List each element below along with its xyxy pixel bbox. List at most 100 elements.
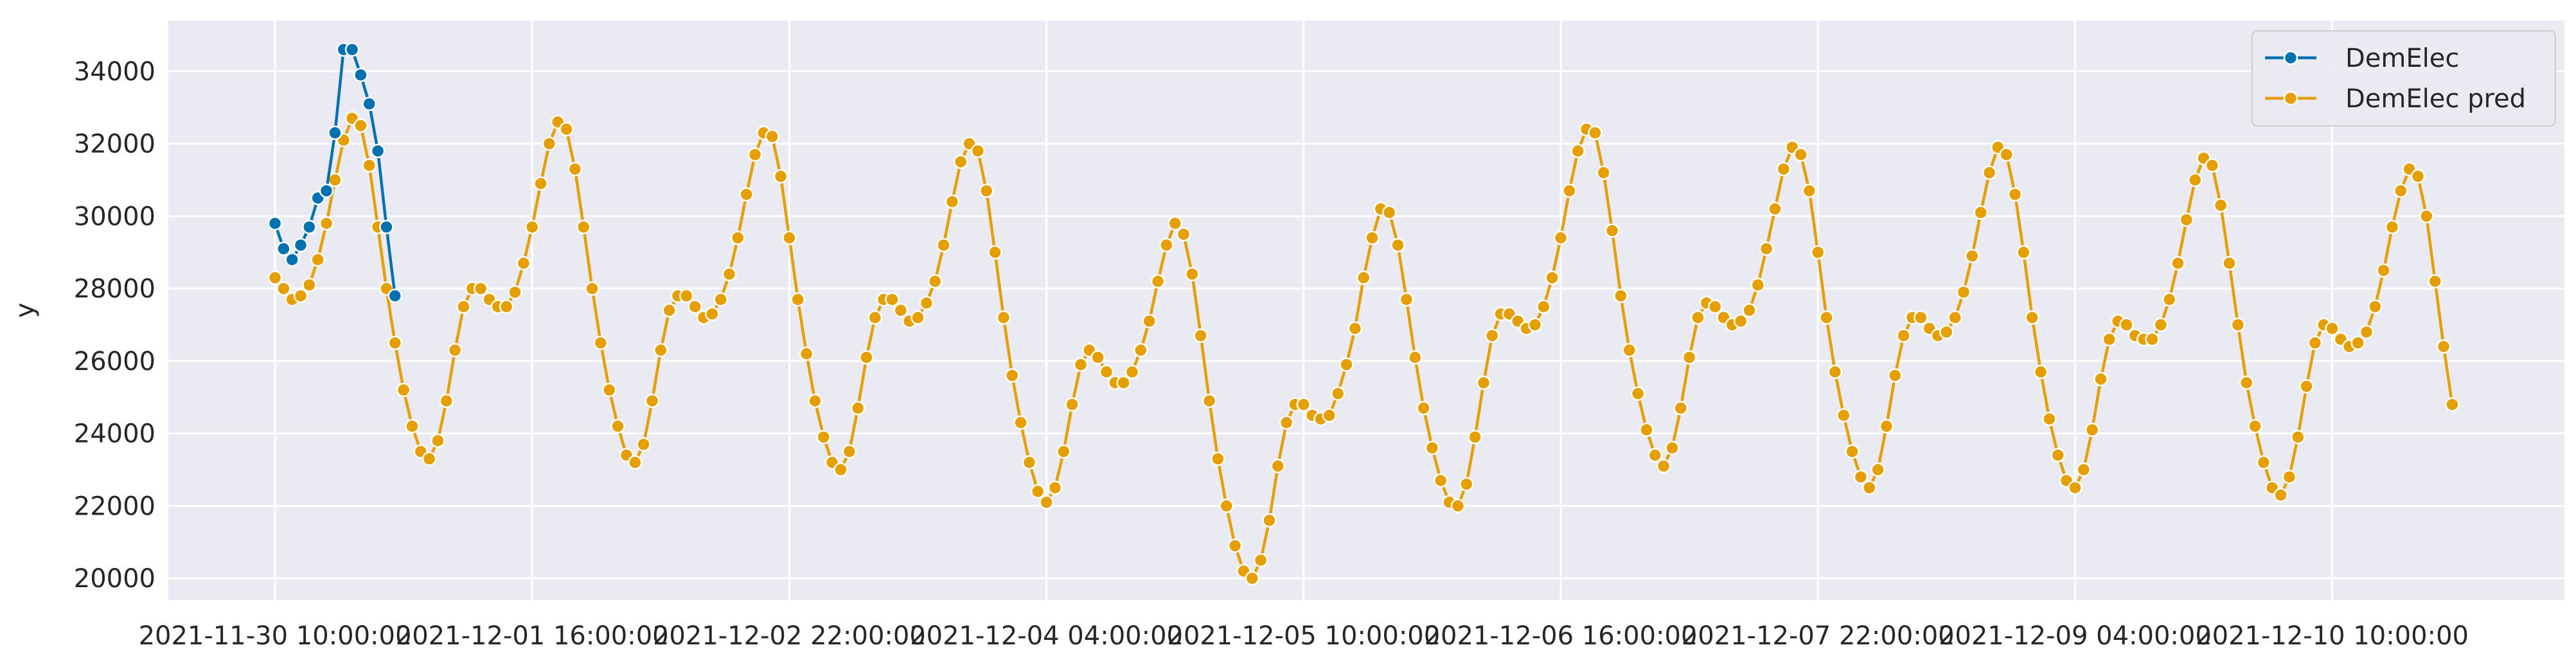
data-point-demelec-pred: [2248, 419, 2262, 434]
data-point-demelec-pred: [1219, 499, 1234, 513]
data-point-demelec-pred: [782, 231, 797, 245]
data-point-demelec-pred: [2256, 455, 2271, 470]
data-point-demelec-pred: [602, 382, 617, 398]
data-point-demelec-pred: [1691, 310, 1705, 325]
x-tick-label: 2021-12-10 10:00:00: [2196, 621, 2469, 651]
data-point-demelec-pred: [1227, 538, 1243, 553]
y-tick-label: 20000: [74, 564, 155, 594]
data-point-demelec-pred: [1656, 459, 1671, 473]
y-tick-label: 28000: [74, 274, 155, 304]
data-point-demelec: [344, 42, 360, 57]
data-point-demelec-pred: [447, 342, 463, 358]
data-point-demelec-pred: [267, 270, 283, 285]
data-point-demelec-pred: [2076, 462, 2091, 477]
data-point-demelec-pred: [919, 296, 934, 310]
data-point-demelec-pred: [1073, 357, 1088, 372]
data-point-demelec-pred: [2410, 169, 2426, 184]
data-point-demelec-pred: [1536, 299, 1551, 314]
data-point-demelec-pred: [1596, 165, 1611, 181]
data-point-demelec-pred: [910, 310, 925, 325]
data-point-demelec-pred: [1004, 368, 1020, 383]
data-point-demelec-pred: [362, 158, 377, 173]
data-point-demelec-pred: [1185, 267, 1200, 281]
data-point-demelec-pred: [387, 335, 403, 350]
data-point-demelec-pred: [499, 299, 514, 314]
data-point-demelec-pred: [688, 299, 702, 314]
data-point-demelec-pred: [559, 121, 574, 137]
data-point-demelec-pred: [1742, 303, 1757, 318]
data-point-demelec-pred: [2368, 299, 2383, 314]
data-point-demelec-pred: [2419, 209, 2434, 224]
data-point-demelec-pred: [1433, 473, 1448, 488]
data-point-demelec-pred: [1399, 292, 1414, 307]
y-tick-label: 24000: [74, 420, 155, 449]
data-point-demelec-pred: [1999, 147, 2014, 162]
y-tick-label: 22000: [74, 491, 155, 521]
data-point-demelec-pred: [1776, 161, 1791, 177]
data-point-demelec-pred: [533, 176, 548, 191]
data-point-demelec-pred: [1116, 375, 1131, 390]
data-point-demelec-pred: [2084, 422, 2100, 438]
data-point-demelec-pred: [1604, 223, 1620, 238]
data-point-demelec-pred: [1553, 231, 1568, 245]
data-point-demelec-pred: [1365, 231, 1380, 245]
data-point-demelec-pred: [2307, 335, 2323, 350]
data-point-demelec: [267, 216, 283, 231]
data-point-demelec-pred: [1973, 205, 1988, 220]
data-point-demelec-pred: [2016, 245, 2031, 260]
data-point-demelec-pred: [653, 342, 668, 358]
data-point-demelec: [379, 220, 394, 234]
data-point-demelec-pred: [2119, 317, 2134, 332]
data-point-demelec-pred: [747, 147, 763, 162]
data-point-demelec-pred: [1793, 147, 1808, 162]
series-demelec: [267, 42, 403, 303]
data-point-demelec-pred: [1870, 462, 1885, 477]
data-point-demelec-pred: [2025, 310, 2039, 325]
data-point-demelec-pred: [2102, 332, 2117, 347]
data-point-demelec-pred: [542, 136, 557, 151]
data-point-demelec-pred: [1330, 386, 1346, 401]
data-point-demelec-pred: [842, 444, 857, 459]
data-point-demelec-pred: [1159, 238, 1174, 252]
data-point-demelec-pred: [1090, 350, 1105, 365]
data-point-demelec-pred: [1853, 470, 1869, 484]
data-point-demelec-pred: [2239, 375, 2254, 390]
data-point-demelec-pred: [1347, 321, 1363, 336]
data-point-demelec-pred: [1896, 328, 1911, 343]
data-point-demelec-pred: [2033, 364, 2048, 380]
data-point-demelec-pred: [1039, 495, 1054, 510]
data-point-demelec-pred: [1416, 400, 1431, 416]
data-point-demelec-pred: [1827, 364, 1843, 380]
data-point-demelec-pred: [1750, 278, 1766, 292]
data-point-demelec: [276, 241, 291, 256]
data-point-demelec-pred: [1545, 270, 1559, 285]
data-point-demelec-pred: [1810, 245, 1825, 260]
data-point-demelec-pred: [927, 274, 943, 289]
data-point-demelec-pred: [722, 267, 737, 281]
data-point-demelec-pred: [2213, 198, 2228, 213]
data-point-demelec-pred: [610, 419, 625, 434]
data-point-demelec-pred: [1425, 440, 1440, 455]
data-point-demelec-pred: [1279, 415, 1294, 430]
data-point-demelec-pred: [1390, 238, 1405, 252]
data-point-demelec-pred: [2325, 321, 2340, 336]
data-point-demelec-pred: [276, 281, 291, 296]
data-point-demelec: [293, 238, 308, 252]
data-point-demelec-pred: [765, 129, 779, 144]
data-point-demelec-pred: [1262, 513, 1277, 528]
legend: DemElec DemElec pred: [2252, 30, 2556, 127]
data-point-demelec-pred: [945, 194, 960, 209]
data-point-demelec-pred: [1562, 183, 1577, 199]
data-point-demelec-pred: [679, 288, 694, 303]
data-point-demelec-pred: [1768, 201, 1782, 217]
data-point-demelec-pred: [1142, 314, 1157, 329]
data-point-demelec: [302, 220, 317, 234]
data-point-demelec-pred: [567, 161, 583, 177]
data-point-demelec-pred: [1613, 288, 1628, 303]
data-point-demelec-pred: [2290, 430, 2305, 445]
legend-label: DemElec pred: [2345, 84, 2526, 114]
data-point-demelec-pred: [1202, 393, 1217, 409]
x-tick-label: 2021-12-05 10:00:00: [1167, 621, 1440, 651]
y-tick-label: 32000: [74, 130, 155, 159]
data-point-demelec: [387, 288, 403, 303]
